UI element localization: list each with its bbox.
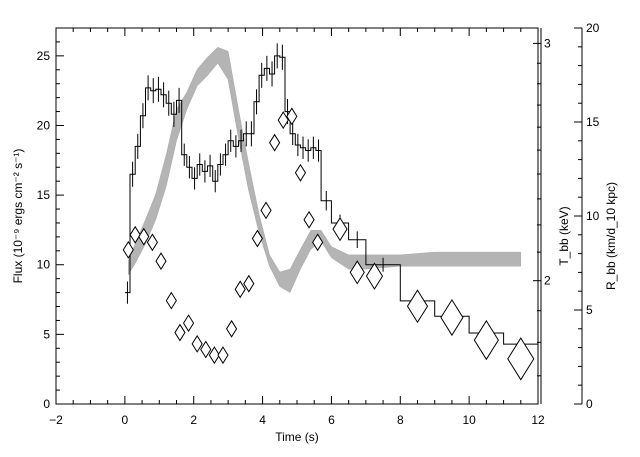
radius-diamond — [217, 346, 229, 365]
flux-histogram-layer — [124, 43, 538, 350]
y-tick-label: 15 — [37, 188, 51, 202]
radius-diamond — [165, 291, 177, 310]
radius-diamond — [473, 319, 499, 361]
radius-diamond — [191, 334, 203, 353]
x-tick-label: 10 — [462, 413, 476, 427]
radius-diamond — [208, 346, 220, 365]
x-tick-label: 12 — [531, 413, 545, 427]
radius-diamond — [129, 225, 141, 244]
y-tick-label: 10 — [37, 258, 51, 272]
radius-diamond — [303, 210, 315, 229]
radius-diamond — [174, 323, 186, 342]
y-tick-label: 20 — [37, 118, 51, 132]
radius-tick-label: 15 — [586, 115, 600, 129]
radius-diamond — [138, 227, 150, 246]
radius-diamond — [440, 298, 464, 337]
y-tick-label: 5 — [43, 327, 50, 341]
temperature-band — [128, 47, 522, 293]
radius-diamond — [312, 233, 324, 252]
radius-tick-label: 10 — [586, 209, 600, 223]
radius-tick-label: 0 — [586, 397, 593, 411]
x-tick-label: 2 — [190, 413, 197, 427]
radius-diamond — [332, 217, 348, 242]
radius-diamond — [243, 274, 255, 293]
radius-diamond — [200, 340, 212, 359]
x-tick-label: 6 — [328, 413, 335, 427]
y-tick-label: 25 — [37, 49, 51, 63]
temperature-tick-label: 2 — [544, 274, 551, 288]
radius-diamond — [286, 107, 298, 126]
radius-diamond — [277, 111, 289, 130]
y-axis-label-flux: Flux (10⁻⁹ ergs cm⁻² s⁻¹) — [11, 149, 25, 284]
radius-tick-label: 20 — [586, 21, 600, 35]
temperature-band-layer — [128, 47, 522, 293]
radius-diamond — [234, 280, 246, 299]
radius-diamond — [155, 252, 167, 271]
x-tick-label: 4 — [259, 413, 266, 427]
y-axis-label-radius: R_bb (km/d_10 kpc) — [604, 182, 618, 290]
y-axis-label-temperature: T_bb (keV) — [557, 206, 571, 265]
x-tick-label: 0 — [122, 413, 129, 427]
flux-histogram-line — [124, 55, 538, 345]
radius-diamond — [260, 201, 272, 220]
plot-frame — [55, 27, 539, 405]
radius-diamond — [406, 289, 429, 324]
y-tick-label: 0 — [43, 397, 50, 411]
x-tick-label: 8 — [397, 413, 404, 427]
radius-tick-label: 5 — [586, 303, 593, 317]
radius-diamond — [146, 233, 158, 252]
radius-diamond — [182, 314, 195, 333]
radius-diamond — [122, 240, 134, 259]
axes-layer: −2 0 2 4 6 8 10 12 0 5 10 15 20 25 2 3 0 5 10 15 20 — [37, 21, 600, 427]
radius-diamond — [349, 260, 365, 285]
temperature-tick-label: 3 — [544, 36, 551, 50]
radius-diamond-layer — [122, 107, 535, 381]
radius-diamond — [294, 163, 307, 182]
radius-diamond — [365, 262, 384, 290]
x-tick-label: −2 — [49, 413, 63, 427]
radius-diamond — [225, 319, 238, 338]
radius-diamond — [507, 337, 535, 381]
radius-diamond — [269, 133, 281, 152]
x-axis-label: Time (s) — [275, 430, 319, 444]
radius-diamond — [251, 229, 263, 248]
